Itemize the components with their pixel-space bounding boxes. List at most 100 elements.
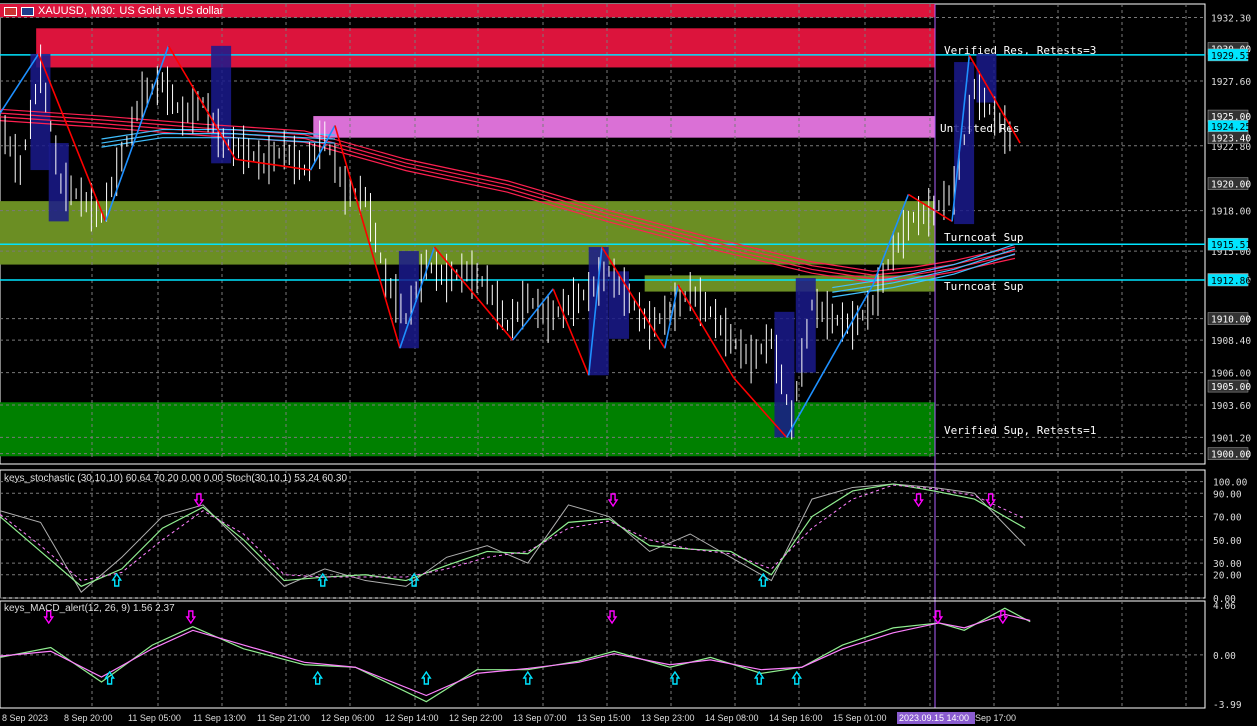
- zigzag-segment: [968, 54, 1021, 144]
- zigzag-segment: [511, 288, 554, 341]
- price-label-box: [1207, 273, 1249, 287]
- sell-arrow-icon: [985, 493, 996, 508]
- macd-macd_main: [0, 607, 1031, 703]
- price-tick-label: 1903.60: [1211, 401, 1251, 412]
- time-tick-label: 12 Sep 06:00: [321, 713, 375, 723]
- zigzag-segment: [872, 194, 910, 286]
- sell-arrow-icon: [185, 610, 197, 625]
- stochastic-tick-label: 0.00: [1213, 594, 1236, 605]
- swing-box: [976, 53, 997, 103]
- sell-arrow-icon: [607, 493, 619, 508]
- buy-arrow-icon: [420, 670, 432, 685]
- stochastic-tick-label: 20.00: [1213, 571, 1242, 582]
- price-tick-label: 1906.00: [1211, 369, 1251, 380]
- price-tick-label: 1908.40: [1211, 336, 1251, 347]
- zigzag-segment: [334, 125, 401, 349]
- time-tick-label: 14 Sep 08:00: [705, 713, 759, 723]
- zigzag-segment: [37, 53, 107, 222]
- swing-box: [398, 251, 419, 349]
- chart-title: XAUUSD, M30: US Gold vs US dollar: [4, 5, 223, 17]
- time-tick-label: 8 Sep 2023: [2, 713, 48, 723]
- macd-frame: [0, 600, 1206, 709]
- macd-tick-label: 0.00: [1213, 651, 1236, 662]
- price-label-text: 1912.86: [1211, 276, 1251, 287]
- stochastic-tick-label: 70.00: [1213, 513, 1242, 524]
- zigzag-segment: [552, 288, 590, 376]
- flag-icon: [4, 6, 17, 16]
- zigzag-segment: [951, 55, 971, 222]
- price-label-box: [1207, 379, 1249, 393]
- zigzag-segment: [908, 193, 953, 223]
- stochastic-title: keys_stochastic (30,10,10) 60.64 70.20 0…: [4, 473, 348, 484]
- price-label-box: [1207, 177, 1249, 190]
- ma-red-line: [0, 116, 1016, 280]
- price-label-box: [1207, 447, 1249, 460]
- price-label-text: 1900.00: [1211, 450, 1251, 461]
- buy-arrow-icon: [111, 572, 123, 587]
- time-cursor-label-box: [897, 712, 975, 724]
- stochastic-frame: [0, 469, 1206, 599]
- ma-cyan-line: [832, 248, 1016, 293]
- top-resistance-band: [0, 4, 935, 18]
- time-tick-label: 11 Sep 13:00: [193, 713, 246, 723]
- buy-arrow-icon: [522, 670, 534, 685]
- zigzag-segment: [433, 246, 514, 341]
- price-tick-label: 1901.20: [1211, 433, 1251, 444]
- price-tick-label: 1922.80: [1211, 142, 1251, 153]
- time-tick-label: 13 Sep 23:00: [641, 713, 695, 723]
- stochastic-stoch_main: [0, 483, 1026, 588]
- price-label-text: 1915.51: [1211, 240, 1251, 251]
- price-tick-label: 1927.60: [1211, 77, 1251, 88]
- macd-title: keys_MACD_alert(12, 26, 9) 1.56 2.37: [4, 603, 175, 614]
- macd-macd_signal: [0, 613, 1031, 697]
- zone-label: Untested Res: [940, 122, 1019, 135]
- zone-resistance_untested: [313, 116, 935, 138]
- stochastic-stoch_signal: [0, 484, 1026, 582]
- zone-label: Verified Sup, Retests=1: [944, 424, 1096, 437]
- zigzag-segment: [677, 284, 735, 379]
- price-label-box: [1207, 48, 1249, 62]
- stochastic-tick-label: 90.00: [1213, 489, 1242, 500]
- price-label-text: 1920.00: [1211, 180, 1251, 191]
- axes: 1932.30 1927.60 1922.80 1918.00 1915.00 1910.…: [2, 14, 1251, 724]
- price-label-text: 1923.40: [1211, 134, 1251, 145]
- time-tick-label: 12 Sep 14:00: [385, 713, 439, 723]
- time-tick-label: 11 Sep 21:00: [257, 713, 310, 723]
- price-label-text: 1910.00: [1211, 315, 1251, 326]
- stochastic-pane[interactable]: [0, 469, 1206, 599]
- zigzag-segment: [309, 125, 336, 171]
- zigzag-segment: [235, 158, 311, 171]
- zigzag-segment: [587, 246, 603, 376]
- swing-box: [48, 143, 69, 222]
- price-label-box: [1207, 131, 1249, 144]
- timeframe-label: M30:: [90, 5, 116, 17]
- time-tick-label: 13 Sep 07:00: [513, 713, 567, 723]
- stochastic-tick-label: 30.00: [1213, 559, 1242, 570]
- zigzag-segment: [601, 246, 666, 349]
- zigzag-segment: [399, 246, 436, 349]
- zone-resistance_verified: [36, 28, 935, 68]
- time-cursor-label: 2023.09.15 14:00: [899, 713, 969, 723]
- stochastic-stoch_raw: [0, 483, 1026, 593]
- zigzag-segment: [167, 45, 237, 160]
- buy-arrow-icon: [757, 572, 769, 587]
- sell-arrow-icon: [997, 610, 1009, 625]
- swing-box: [795, 278, 816, 373]
- time-tick-label: 14 Sep 16:00: [769, 713, 823, 723]
- macd-pane[interactable]: [0, 600, 1206, 709]
- ma-cyan-line: [832, 253, 1016, 298]
- ma-red-line: [0, 108, 1016, 272]
- price-label-text: 1924.25: [1211, 122, 1251, 133]
- zone-label: Turncoat Sup: [944, 280, 1023, 293]
- buy-arrow-icon: [317, 572, 329, 587]
- zone-support_verified: [0, 402, 935, 457]
- price-label-box: [1207, 312, 1249, 325]
- time-tick-label: 8 Sep 20:00: [64, 713, 113, 723]
- price-label-text: 1925.00: [1211, 112, 1251, 123]
- price-label-text: 1929.53: [1211, 51, 1251, 62]
- zigzag-segment: [785, 284, 874, 438]
- sell-arrow-icon: [606, 610, 618, 625]
- time-tick-label: Sep 17:00: [975, 713, 1016, 723]
